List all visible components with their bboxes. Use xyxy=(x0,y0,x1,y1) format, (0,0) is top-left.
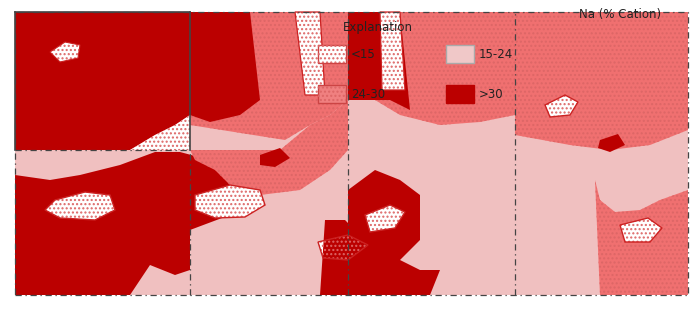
Text: 24-30: 24-30 xyxy=(351,87,385,100)
Polygon shape xyxy=(190,100,348,195)
Polygon shape xyxy=(620,218,662,242)
Polygon shape xyxy=(348,12,410,110)
Text: 15-24: 15-24 xyxy=(479,47,513,60)
Polygon shape xyxy=(295,12,325,95)
FancyBboxPatch shape xyxy=(446,85,474,103)
Polygon shape xyxy=(365,205,405,232)
Polygon shape xyxy=(30,85,100,105)
Polygon shape xyxy=(260,148,290,167)
Text: Na (% Cation): Na (% Cation) xyxy=(579,8,661,21)
Polygon shape xyxy=(50,42,80,62)
Polygon shape xyxy=(320,220,440,295)
FancyBboxPatch shape xyxy=(446,45,474,63)
Polygon shape xyxy=(348,12,515,125)
Polygon shape xyxy=(45,192,115,220)
Polygon shape xyxy=(15,12,190,150)
Text: >30: >30 xyxy=(479,87,503,100)
Polygon shape xyxy=(130,115,190,150)
Polygon shape xyxy=(598,134,625,152)
Polygon shape xyxy=(515,12,688,150)
Text: <15: <15 xyxy=(351,47,376,60)
Polygon shape xyxy=(15,12,190,150)
Polygon shape xyxy=(545,95,578,117)
Polygon shape xyxy=(15,12,688,295)
Polygon shape xyxy=(15,152,240,295)
Text: Explanation: Explanation xyxy=(343,21,413,34)
Polygon shape xyxy=(195,185,265,218)
Polygon shape xyxy=(380,12,405,90)
Polygon shape xyxy=(15,150,688,295)
FancyBboxPatch shape xyxy=(318,85,346,103)
Polygon shape xyxy=(318,235,368,260)
Polygon shape xyxy=(190,12,688,150)
Polygon shape xyxy=(190,12,348,140)
Polygon shape xyxy=(595,180,688,295)
Polygon shape xyxy=(190,12,260,122)
Polygon shape xyxy=(348,170,420,260)
FancyBboxPatch shape xyxy=(318,45,346,63)
